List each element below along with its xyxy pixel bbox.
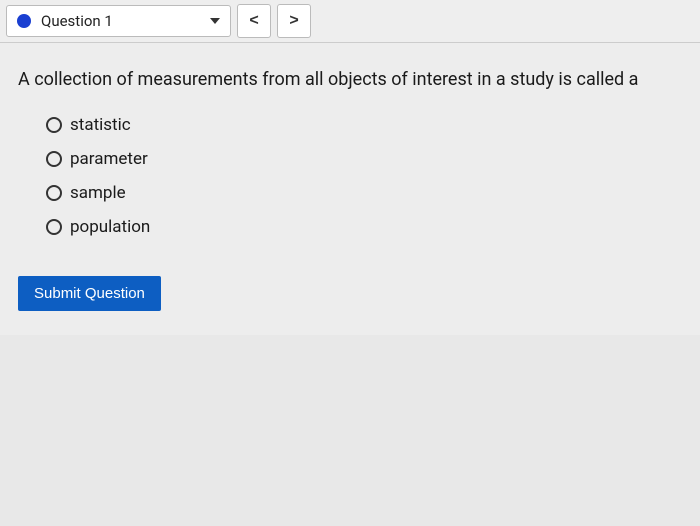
option-population[interactable]: population [46,210,682,244]
question-text: A collection of measurements from all ob… [18,67,682,92]
radio-icon [46,185,62,201]
status-dot-icon [17,14,31,28]
option-parameter[interactable]: parameter [46,142,682,176]
prev-question-button[interactable]: < [237,4,271,38]
option-label: population [70,217,150,237]
option-label: parameter [70,149,148,169]
option-statistic[interactable]: statistic [46,108,682,142]
option-sample[interactable]: sample [46,176,682,210]
toolbar: Question 1 < > [0,0,700,43]
radio-icon [46,151,62,167]
next-question-button[interactable]: > [277,4,311,38]
question-selector-label: Question 1 [41,12,113,30]
options-group: statistic parameter sample population [46,108,682,244]
chevron-down-icon [210,18,220,24]
selector-left: Question 1 [17,12,113,30]
radio-icon [46,219,62,235]
option-label: statistic [70,115,131,135]
option-label: sample [70,183,126,203]
radio-icon [46,117,62,133]
question-selector-dropdown[interactable]: Question 1 [6,5,231,37]
question-content: A collection of measurements from all ob… [0,43,700,335]
submit-question-button[interactable]: Submit Question [18,276,161,311]
